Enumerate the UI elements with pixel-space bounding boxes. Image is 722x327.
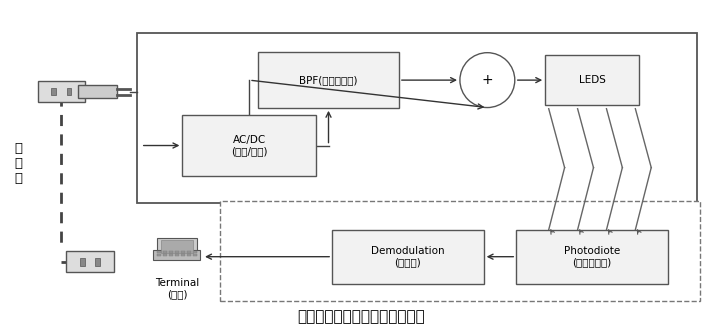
Bar <box>160 240 193 253</box>
Bar <box>193 251 196 253</box>
Bar <box>187 254 191 256</box>
Bar <box>258 52 399 108</box>
Text: +: + <box>482 73 493 87</box>
Bar <box>332 230 484 284</box>
Bar <box>66 251 114 272</box>
Bar <box>220 201 700 301</box>
Bar <box>175 251 179 253</box>
Text: 可见光通信系统组成工作原理图: 可见光通信系统组成工作原理图 <box>297 309 425 324</box>
Bar <box>181 254 185 256</box>
Text: Photodiote
(光电二极管): Photodiote (光电二极管) <box>564 246 620 267</box>
Ellipse shape <box>460 53 515 108</box>
Bar <box>163 251 167 253</box>
Bar <box>182 115 316 176</box>
Text: Demodulation
(解调器): Demodulation (解调器) <box>371 246 445 267</box>
Bar <box>516 230 668 284</box>
Bar <box>181 251 185 253</box>
Bar <box>187 251 191 253</box>
Bar <box>157 238 196 256</box>
Bar <box>78 85 117 98</box>
Bar <box>545 55 639 105</box>
Text: 电
力
线: 电 力 线 <box>14 142 22 185</box>
Text: AC/DC
(交流/直流): AC/DC (交流/直流) <box>231 135 267 156</box>
Bar <box>80 258 85 266</box>
Bar <box>153 250 200 260</box>
Text: LEDS: LEDS <box>578 75 606 85</box>
Bar <box>163 254 167 256</box>
Bar <box>66 88 71 95</box>
Text: Terminal
(终端): Terminal (终端) <box>155 278 199 300</box>
Bar <box>169 254 173 256</box>
Bar <box>193 254 196 256</box>
Text: BPF(带通滤波器): BPF(带通滤波器) <box>299 75 358 85</box>
Bar <box>38 81 85 102</box>
Bar <box>157 251 161 253</box>
Bar <box>51 88 56 95</box>
Bar <box>169 251 173 253</box>
Bar <box>137 33 697 203</box>
Bar <box>95 258 100 266</box>
Bar <box>175 254 179 256</box>
Bar <box>157 254 161 256</box>
